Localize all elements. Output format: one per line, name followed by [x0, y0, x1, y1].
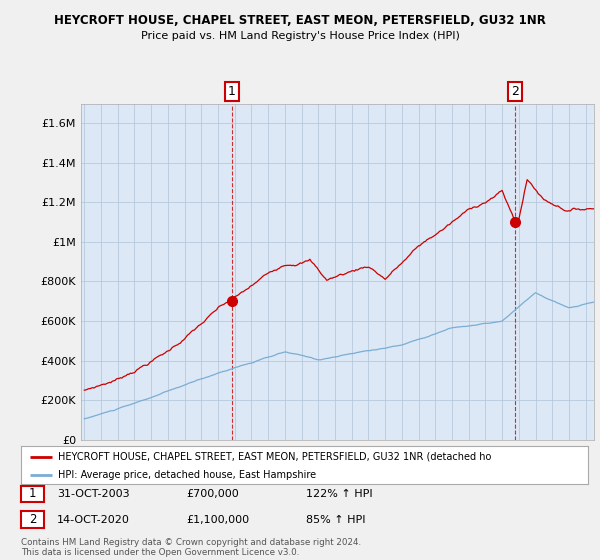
Text: 1: 1 [228, 85, 236, 98]
Text: Price paid vs. HM Land Registry's House Price Index (HPI): Price paid vs. HM Land Registry's House … [140, 31, 460, 41]
Text: Contains HM Land Registry data © Crown copyright and database right 2024.
This d: Contains HM Land Registry data © Crown c… [21, 538, 361, 557]
Text: 31-OCT-2003: 31-OCT-2003 [57, 489, 130, 499]
Text: 14-OCT-2020: 14-OCT-2020 [57, 515, 130, 525]
Text: £1,100,000: £1,100,000 [186, 515, 249, 525]
Text: 2: 2 [29, 513, 36, 526]
Text: 1: 1 [29, 487, 36, 501]
Text: HEYCROFT HOUSE, CHAPEL STREET, EAST MEON, PETERSFIELD, GU32 1NR: HEYCROFT HOUSE, CHAPEL STREET, EAST MEON… [54, 14, 546, 27]
Text: HPI: Average price, detached house, East Hampshire: HPI: Average price, detached house, East… [58, 470, 316, 480]
Text: 2: 2 [511, 85, 519, 98]
Text: £700,000: £700,000 [186, 489, 239, 499]
Text: 85% ↑ HPI: 85% ↑ HPI [306, 515, 365, 525]
Text: HEYCROFT HOUSE, CHAPEL STREET, EAST MEON, PETERSFIELD, GU32 1NR (detached ho: HEYCROFT HOUSE, CHAPEL STREET, EAST MEON… [58, 452, 491, 462]
Text: 122% ↑ HPI: 122% ↑ HPI [306, 489, 373, 499]
